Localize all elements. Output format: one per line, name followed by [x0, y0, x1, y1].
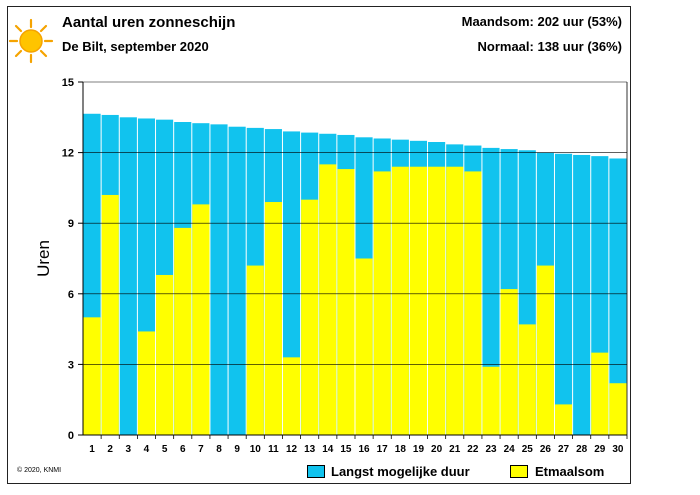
y-tick-label-6: 6 [68, 289, 74, 301]
bar-actual-17 [373, 171, 391, 435]
x-tick-label-4: 4 [144, 444, 150, 455]
x-tick-label-21: 21 [449, 444, 461, 455]
x-tick-label-16: 16 [359, 444, 371, 455]
bar-actual-18 [391, 166, 409, 435]
bar-max-27 [554, 153, 573, 435]
bar-max-28 [573, 154, 591, 435]
x-tick-label-6: 6 [180, 444, 186, 455]
bar-actual-7 [192, 204, 210, 435]
y-tick-label-3: 3 [68, 359, 74, 371]
x-tick-label-11: 11 [268, 444, 279, 455]
bar-actual-16 [355, 258, 373, 435]
x-tick-label-10: 10 [250, 444, 262, 455]
y-tick-label-0: 0 [68, 430, 74, 442]
x-tick-label-25: 25 [522, 444, 534, 455]
y-tick-label-9: 9 [68, 218, 74, 230]
x-tick-label-13: 13 [304, 444, 316, 455]
bar-actual-25 [518, 324, 536, 435]
legend-swatch-max [307, 465, 325, 478]
bar-actual-27 [554, 404, 573, 435]
month-sum-text: Maandsom: 202 uur (53%) [461, 14, 622, 29]
x-tick-label-20: 20 [431, 444, 443, 455]
bar-max-8 [210, 124, 228, 436]
x-tick-label-30: 30 [612, 444, 624, 455]
bar-actual-14 [319, 164, 337, 435]
y-tick-label-15: 15 [62, 77, 74, 89]
bar-max-23 [482, 147, 500, 436]
normal-text: Normaal: 138 uur (36%) [477, 39, 623, 54]
bar-max-9 [228, 126, 246, 436]
x-tick-label-29: 29 [594, 444, 606, 455]
bar-actual-22 [464, 171, 482, 435]
x-tick-label-27: 27 [558, 444, 570, 455]
x-tick-label-17: 17 [377, 444, 389, 455]
bar-actual-30 [609, 383, 627, 435]
x-tick-label-23: 23 [485, 444, 497, 455]
legend-swatch-actual [510, 465, 528, 478]
x-tick-label-2: 2 [107, 444, 113, 455]
bar-actual-26 [536, 265, 554, 435]
bar-max-30 [609, 158, 627, 435]
bar-actual-4 [137, 331, 156, 435]
bar-actual-20 [428, 166, 446, 435]
x-tick-label-5: 5 [162, 444, 168, 455]
bar-actual-24 [500, 289, 518, 435]
bar-actual-21 [446, 166, 464, 435]
x-tick-label-22: 22 [467, 444, 479, 455]
copyright-text: © 2020, KNMI [17, 467, 62, 474]
bar-actual-13 [301, 199, 319, 435]
chart-subtitle: De Bilt, september 2020 [62, 39, 209, 54]
x-tick-label-14: 14 [322, 444, 334, 455]
bar-actual-29 [591, 352, 609, 435]
bar-actual-11 [264, 202, 282, 435]
x-tick-label-12: 12 [286, 444, 298, 455]
legend-label-max: Langst mogelijke duur [331, 464, 470, 479]
chart-title: Aantal uren zonneschijn [62, 14, 236, 31]
x-tick-label-24: 24 [504, 444, 516, 455]
x-tick-label-9: 9 [234, 444, 240, 455]
bar-actual-6 [174, 227, 192, 435]
bar-max-3 [119, 117, 137, 436]
bar-actual-10 [246, 265, 264, 435]
legend-label-actual: Etmaalsom [535, 464, 605, 479]
x-tick-label-15: 15 [340, 444, 352, 455]
y-axis-label: Uren [34, 240, 53, 277]
bar-actual-5 [156, 274, 174, 435]
x-tick-label-26: 26 [540, 444, 552, 455]
bar-actual-19 [409, 166, 428, 435]
x-tick-label-28: 28 [576, 444, 588, 455]
bar-actual-23 [482, 366, 500, 435]
x-tick-label-19: 19 [413, 444, 425, 455]
x-tick-label-18: 18 [395, 444, 407, 455]
x-tick-label-1: 1 [89, 444, 95, 455]
y-tick-label-12: 12 [62, 148, 74, 160]
bar-actual-2 [101, 194, 119, 435]
bar-actual-12 [282, 357, 301, 435]
bar-actual-1 [83, 317, 101, 435]
x-tick-label-3: 3 [126, 444, 132, 455]
x-tick-label-8: 8 [216, 444, 222, 455]
sun-icon [8, 18, 54, 64]
x-tick-label-7: 7 [198, 444, 204, 455]
bar-actual-15 [337, 169, 355, 435]
